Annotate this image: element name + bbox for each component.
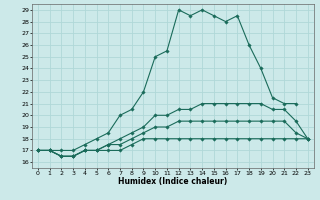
- X-axis label: Humidex (Indice chaleur): Humidex (Indice chaleur): [118, 177, 228, 186]
